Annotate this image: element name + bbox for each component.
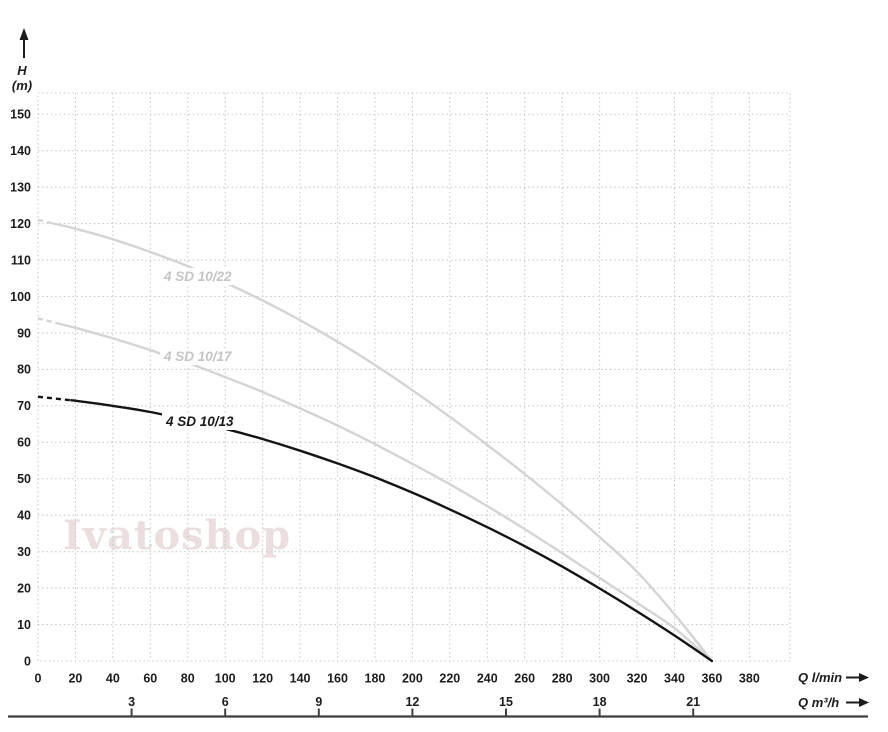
x-lmin-tick-label: 320 [627,672,648,686]
x-axis-m3h-arrow-icon [846,698,869,707]
x-axis-m3h: 3 6 9 12 15 18 21 [8,695,868,718]
curve-label: 4 SD 10/17 [160,348,236,365]
y-tick-label: 80 [17,363,31,377]
x-axis-lmin-tick-labels: 0 20 40 60 80 100 120 140 160 180 200 220 240 260 280 3… [35,672,760,686]
x-lmin-tick-label: 240 [477,672,498,686]
x-lmin-tick-label: 20 [68,672,82,686]
curves [37,218,714,663]
x-lmin-tick-label: 220 [439,672,460,686]
x-lmin-tick-label: 260 [514,672,535,686]
y-axis-label: H [17,63,27,78]
curve-dashed-start [37,395,72,402]
y-tick-label: 110 [11,253,31,267]
y-axis-arrow-icon [19,28,29,58]
x-axis-lmin-arrow-icon [846,673,869,682]
y-tick-label: 10 [17,618,31,632]
x-lmin-tick-label: 100 [215,672,236,686]
x-lmin-tick-label: 280 [552,672,573,686]
y-tick-label: 20 [17,581,31,595]
x-lmin-tick-label: 360 [701,672,722,686]
y-tick-label: 30 [17,545,31,559]
y-tick-label: 90 [17,326,31,340]
grid [37,92,791,662]
x-lmin-tick-label: 380 [739,672,760,686]
y-tick-label: 40 [17,509,31,523]
y-tick-label: 60 [17,436,31,450]
m3h-tick-label: 9 [315,695,322,709]
x-lmin-tick-label: 300 [589,672,610,686]
x-lmin-tick-label: 60 [143,672,157,686]
m3h-tick-label: 21 [686,695,700,709]
x-lmin-tick-label: 200 [402,672,423,686]
y-tick-label: 130 [10,180,31,194]
x-lmin-tick-label: 0 [35,672,42,686]
y-axis-tick-labels: 0 10 20 30 40 50 60 70 80 90 100 110 120 130 140 150 [10,108,31,669]
curve-dashed-start [37,218,54,225]
x-lmin-tick-label: 40 [106,672,120,686]
y-axis-unit: (m) [12,78,32,93]
y-tick-label: 150 [10,108,31,122]
x-lmin-tick-label: 80 [181,672,195,686]
curve-path [59,322,714,663]
y-tick-label: 50 [17,472,31,486]
y-tick-label: 0 [24,654,31,668]
x-lmin-tick-label: 160 [327,672,348,686]
m3h-tick-label: 15 [499,695,513,709]
x-lmin-tick-label: 340 [664,672,685,686]
curve-label: 4 SD 10/22 [160,268,236,285]
curve-dashed-start [37,317,61,326]
m3h-tick-label: 12 [405,695,419,709]
m3h-tick-label: 6 [222,695,229,709]
x-lmin-tick-label: 120 [252,672,273,686]
curve-label: 4 SD 10/13 [162,413,238,430]
curve-path [70,398,714,663]
x-axis-m3h-label: Q m³/h [798,695,839,710]
x-lmin-tick-label: 140 [290,672,311,686]
x-axis-lmin-label: Q l/min [798,670,842,685]
m3h-tick-label: 3 [128,695,135,709]
y-tick-label: 100 [10,290,31,304]
y-tick-label: 120 [10,217,31,231]
y-tick-label: 70 [17,399,31,413]
y-tick-label: 140 [10,144,31,158]
x-lmin-tick-label: 180 [365,672,386,686]
curve-path [51,222,714,663]
m3h-tick-label: 18 [593,695,607,709]
